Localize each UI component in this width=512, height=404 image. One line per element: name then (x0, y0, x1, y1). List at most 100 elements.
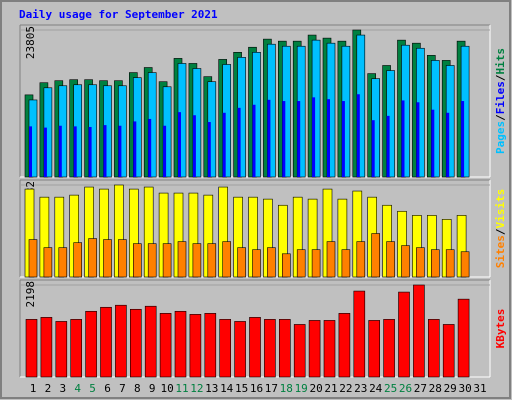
bar (297, 101, 301, 177)
bar (312, 97, 316, 177)
y-axis-label: KBytes (494, 309, 507, 349)
x-tick-label: 11 (175, 382, 188, 395)
x-tick-label: 12 (190, 382, 203, 395)
bar (416, 247, 425, 278)
y-axis-label-part: / (494, 74, 507, 81)
bar (192, 115, 196, 177)
bar (401, 245, 410, 278)
bar (147, 243, 157, 278)
x-tick-label: 22 (339, 382, 352, 395)
bar (178, 112, 181, 177)
bar (58, 125, 62, 177)
y-tick-label: 23805 (24, 26, 37, 59)
x-tick-label: 16 (250, 382, 263, 395)
bar (413, 284, 425, 378)
bar (341, 101, 345, 177)
x-tick-label: 14 (220, 382, 234, 395)
bar (43, 247, 53, 278)
bar (100, 306, 112, 378)
x-tick-label: 19 (295, 382, 308, 395)
x-tick-label: 31 (473, 382, 486, 395)
x-tick-label: 18 (280, 382, 293, 395)
bar (327, 99, 330, 177)
bar (427, 319, 440, 378)
y-axis-label-part: Files (494, 81, 507, 114)
bar (308, 320, 321, 378)
bar (356, 241, 366, 278)
bar (189, 314, 202, 378)
x-tick-label: 15 (235, 382, 248, 395)
bar (293, 324, 306, 378)
bar (356, 94, 360, 177)
x-tick-label: 5 (89, 382, 96, 395)
bar (70, 319, 82, 378)
bar (264, 319, 276, 378)
bar (445, 249, 455, 278)
bar (416, 102, 420, 177)
bar (25, 319, 38, 378)
bar (177, 241, 187, 278)
x-tick-label: 9 (149, 382, 156, 395)
x-tick-label: 30 (458, 382, 471, 395)
x-tick-label: 21 (324, 382, 337, 395)
y-axis-label-part: Sites (494, 235, 507, 268)
bar (323, 320, 336, 378)
x-tick-label: 26 (399, 382, 412, 395)
bar (88, 126, 92, 177)
x-tick-label: 17 (265, 382, 278, 395)
x-tick-label: 27 (414, 382, 427, 395)
bar (204, 313, 217, 378)
bar (281, 253, 291, 278)
y-axis-label: Sites/Visits (494, 189, 507, 269)
x-tick-label: 29 (444, 382, 457, 395)
x-tick-label: 2 (45, 382, 52, 395)
bar (162, 243, 172, 278)
bar (386, 241, 395, 278)
bar (311, 249, 321, 278)
bar (341, 249, 351, 278)
bar (207, 122, 211, 177)
bar (237, 107, 241, 177)
x-tick-label: 28 (429, 382, 442, 395)
bar (174, 310, 187, 378)
bar (442, 324, 455, 378)
bar (267, 99, 271, 177)
bar (446, 112, 450, 177)
x-tick-label: 7 (119, 382, 126, 395)
bar (133, 121, 137, 177)
bar (29, 126, 32, 177)
bar (130, 308, 142, 378)
bar (461, 101, 465, 177)
chart-title: Daily usage for September 2021 (19, 8, 218, 21)
x-tick-label: 23 (354, 382, 367, 395)
y-axis-label-part: Hits (494, 48, 507, 75)
x-tick-label: 20 (309, 382, 322, 395)
bar (278, 319, 291, 378)
bar (73, 242, 82, 278)
bar (133, 243, 142, 278)
bar (252, 249, 261, 278)
y-axis-label: Pages/Files/Hits (494, 48, 507, 154)
x-tick-label: 3 (59, 382, 66, 395)
x-tick-label: 24 (369, 382, 383, 395)
bar (103, 125, 107, 177)
bar (457, 298, 470, 378)
bar (163, 125, 167, 177)
bar (234, 321, 246, 378)
bar (159, 313, 172, 378)
x-tick-label: 4 (74, 382, 81, 395)
y-axis-label-part: Visits (494, 189, 507, 229)
bar (28, 239, 38, 278)
bar (371, 120, 375, 177)
y-axis-label-part: / (494, 114, 507, 121)
bar (430, 249, 440, 278)
bar (338, 313, 351, 378)
bar (55, 321, 68, 378)
x-tick-label: 25 (384, 382, 397, 395)
bar (222, 112, 226, 177)
bar (252, 104, 256, 177)
bar (43, 127, 47, 177)
y-axis-label-part: / (494, 228, 507, 235)
bar (282, 101, 286, 177)
